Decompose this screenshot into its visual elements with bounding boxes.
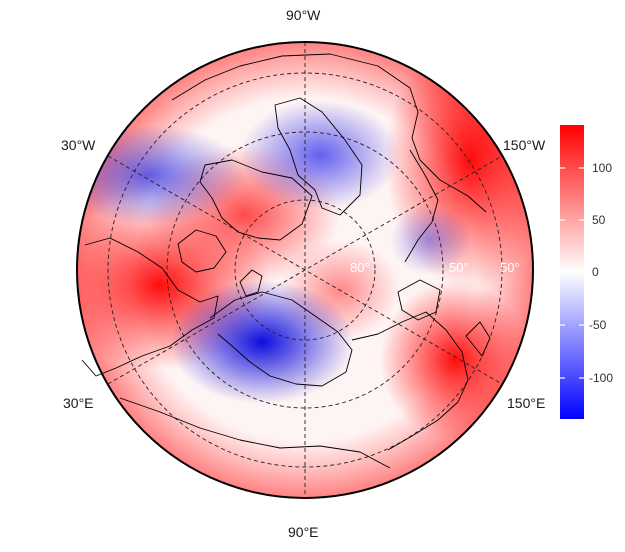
coastlines: [81, 53, 491, 469]
coast-siberia: [209, 291, 353, 387]
colorbar-tick-label-0: 0: [592, 265, 599, 279]
latitude-label-80: 80°: [350, 260, 370, 275]
colorbar-tick-label-100: 100: [592, 161, 613, 175]
colorbar-tick-label-minus50: -50: [589, 318, 607, 332]
map-border: [76, 41, 534, 499]
coast-japan: [465, 321, 491, 357]
longitude-label-150w: 150°W: [503, 137, 546, 153]
coast-novaya-zemlya: [239, 269, 263, 297]
coast-europe: [81, 237, 219, 377]
colorbar-tick-label-50: 50: [592, 213, 606, 227]
colorbar-tick-label-minus100: -100: [589, 371, 614, 385]
positive-anomaly-east-asia: [380, 280, 530, 440]
coast-scandinavia: [177, 229, 227, 273]
negative-anomaly-siberia: [170, 280, 354, 404]
meridian-30e-150w: [107, 155, 503, 385]
coast-kamchatka: [397, 279, 441, 321]
longitude-label-90w: 90°W: [286, 7, 321, 23]
graticule: [107, 42, 503, 498]
negative-anomaly-canada: [240, 100, 400, 210]
longitude-label-90e: 90°E: [288, 524, 319, 540]
coast-north-america: [171, 53, 487, 213]
coast-greenland: [199, 159, 313, 241]
latitude-label-50-inner: 50°: [449, 260, 469, 275]
negative-anomaly-bering: [390, 205, 470, 275]
coast-alaska: [404, 149, 439, 263]
longitude-label-30w: 30°W: [61, 137, 96, 153]
colorbar: [560, 125, 584, 419]
coast-east-asia: [351, 311, 469, 451]
latitude-label-50-outer: 50°: [500, 260, 520, 275]
coast-central-asia: [119, 397, 391, 469]
longitude-label-30e: 30°E: [63, 395, 94, 411]
longitude-label-150e: 150°E: [507, 395, 546, 411]
coast-canadian-archipelago: [274, 97, 363, 216]
anomaly-field: [77, 42, 533, 498]
latitude-circle-65: [166, 131, 444, 409]
